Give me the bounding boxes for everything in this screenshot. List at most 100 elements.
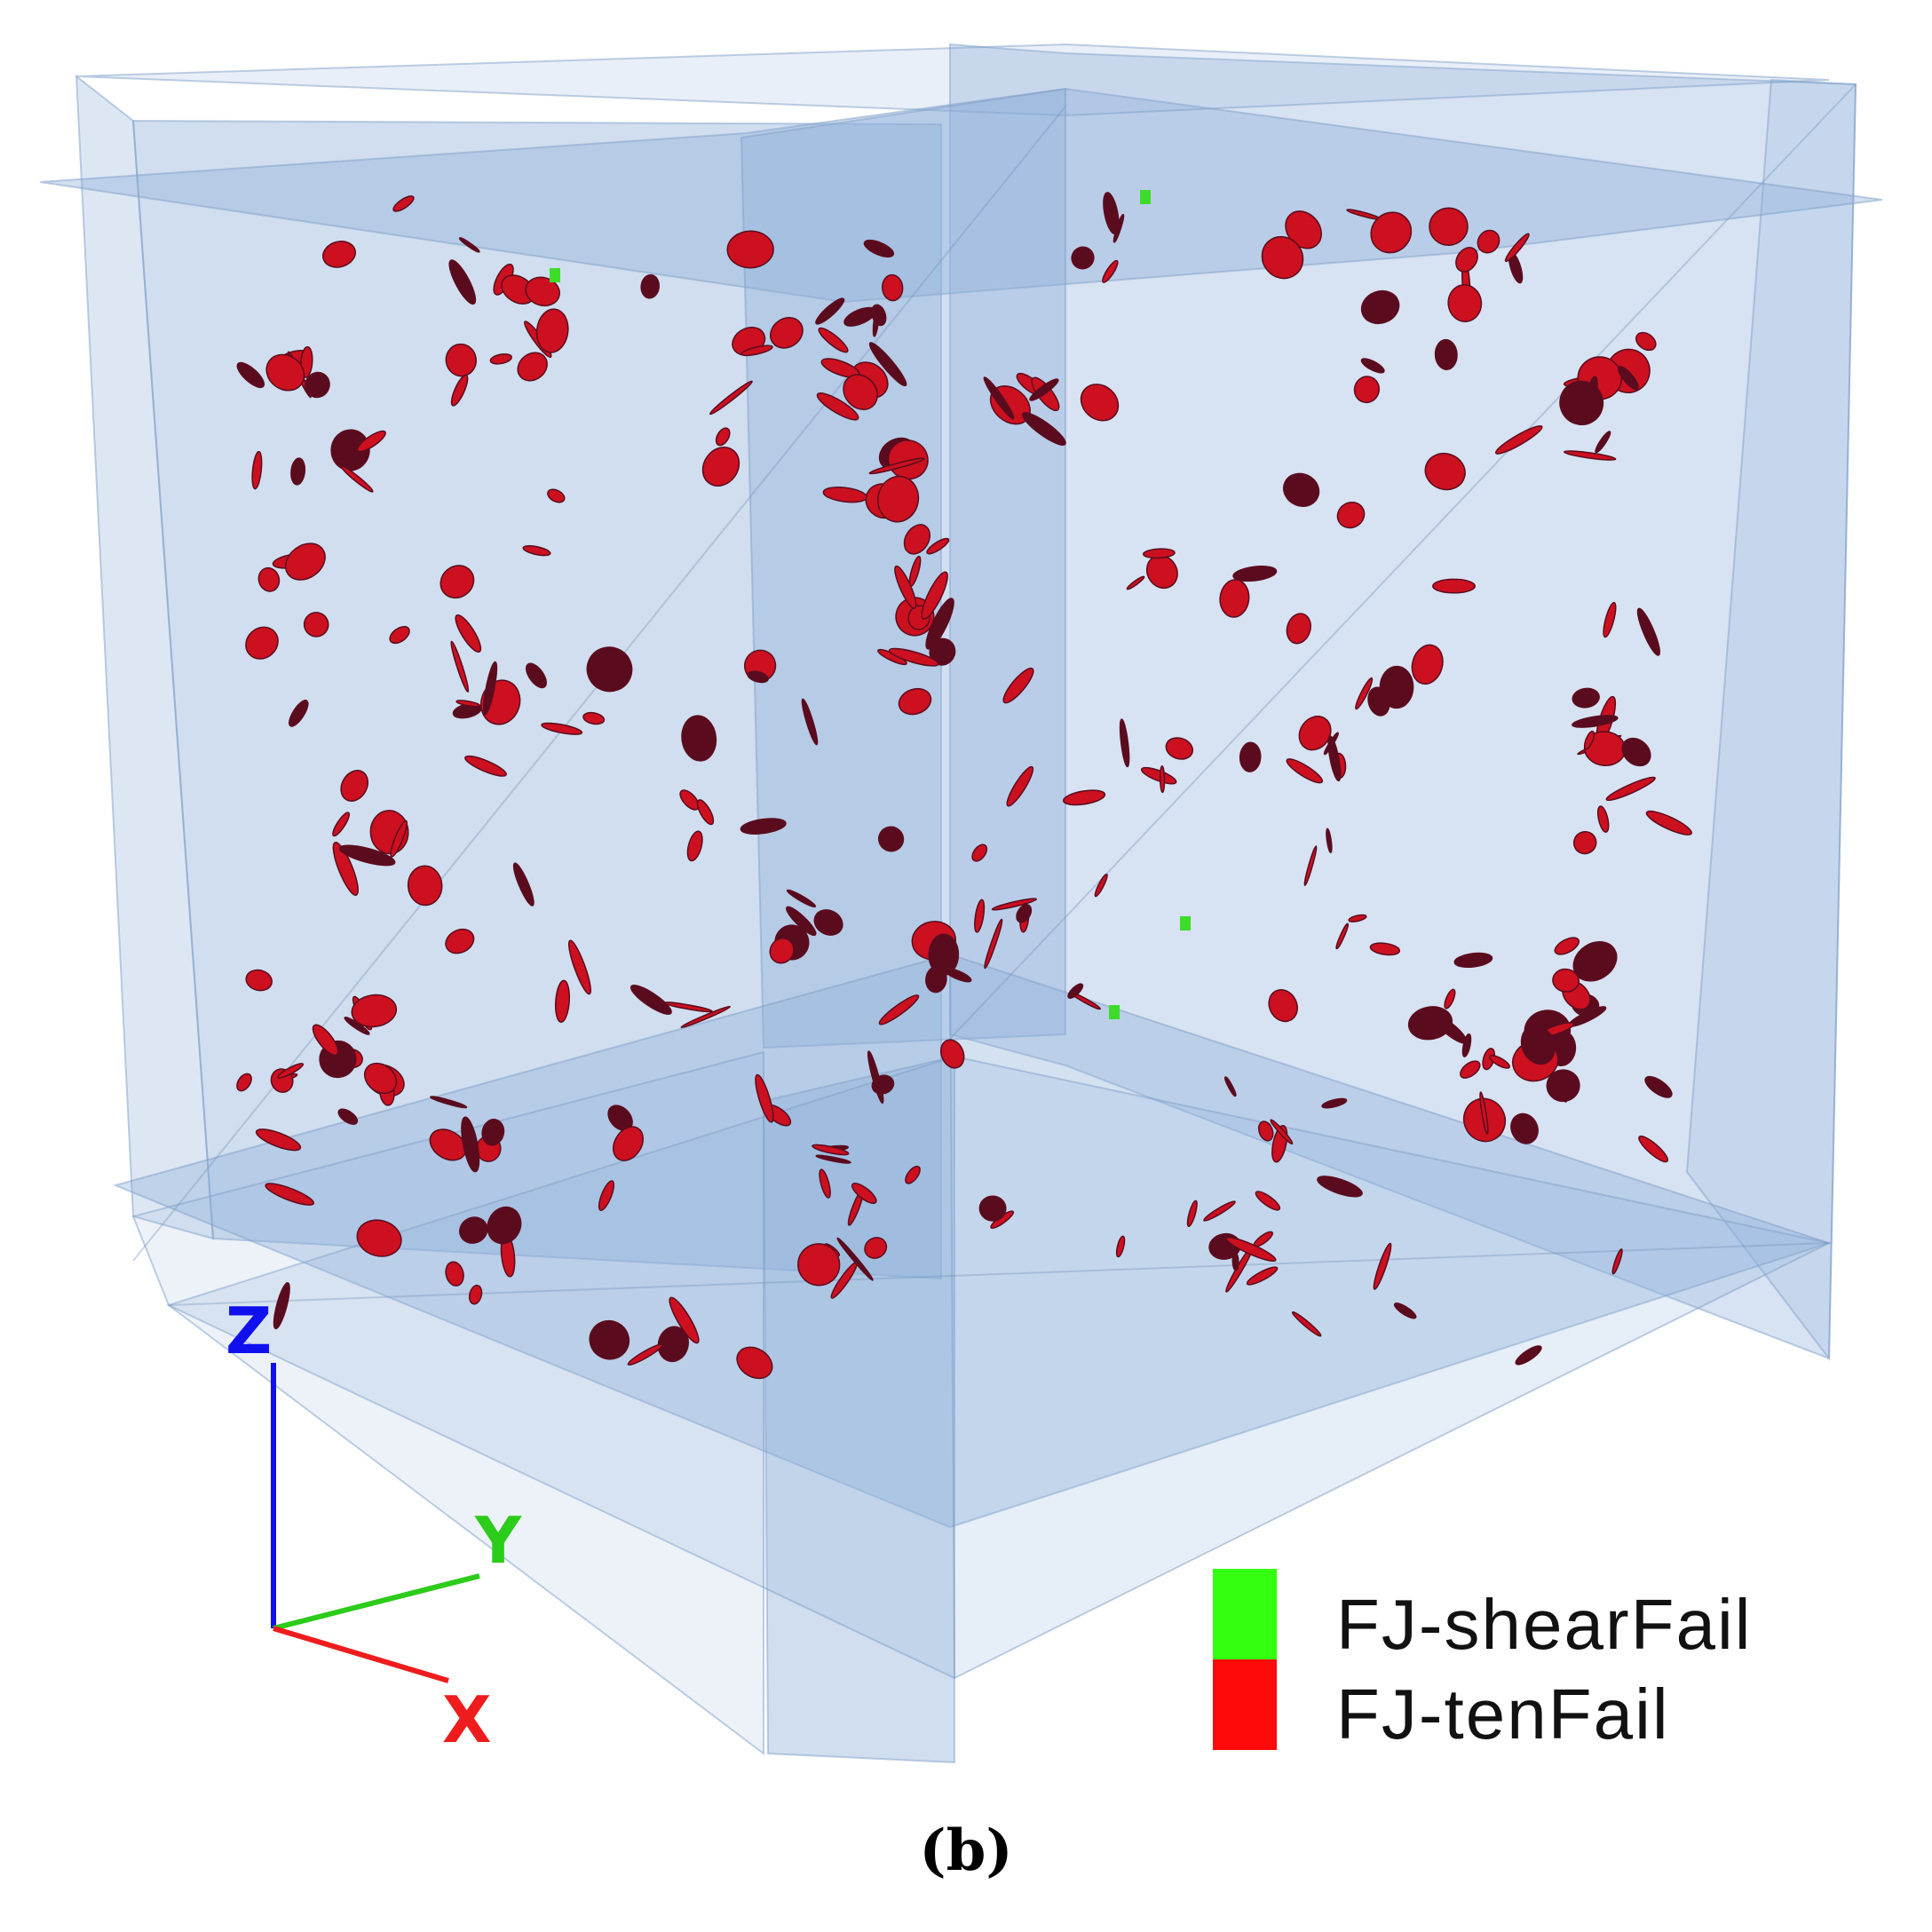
crack-particle	[1286, 758, 1324, 784]
crack-particle	[974, 899, 986, 933]
crack-particle	[1142, 548, 1176, 559]
crack-cloud	[236, 190, 1692, 1380]
crack-particle	[1393, 1303, 1417, 1319]
crack-particle	[1564, 1080, 1575, 1103]
crack-particle	[481, 1119, 505, 1146]
crack-particle	[669, 1296, 700, 1344]
crack-particle	[277, 1063, 305, 1079]
crack-particle	[1432, 578, 1476, 594]
crack-particle	[1605, 776, 1656, 802]
crack-particle	[878, 826, 905, 852]
crack-particle	[1453, 952, 1493, 969]
crack-particle	[554, 979, 571, 1023]
crack-particle	[1455, 247, 1478, 273]
crack-particle	[468, 1284, 483, 1305]
crack-particle	[1327, 735, 1342, 782]
cube-diagonal-2	[168, 1242, 1830, 1306]
shear-fail-mark	[550, 268, 560, 282]
crack-particle	[1360, 289, 1400, 325]
crack-particle	[1583, 730, 1595, 750]
crack-particle	[517, 352, 548, 382]
crack-particle	[686, 830, 703, 862]
crack-particle	[747, 670, 769, 684]
crack-particle	[925, 598, 954, 650]
crack-particle	[815, 1154, 851, 1164]
crack-particle	[332, 842, 359, 896]
crack-particle	[1515, 1345, 1542, 1366]
crack-particle	[894, 565, 917, 609]
crack-particle	[1006, 765, 1034, 807]
crack-particle	[1432, 1014, 1468, 1044]
crack-particle	[1094, 873, 1108, 898]
crack-particle	[1255, 1191, 1281, 1211]
crack-particle	[755, 1073, 774, 1123]
crack-particle	[1360, 358, 1385, 374]
crack-particle	[273, 1282, 290, 1330]
crack-particle	[925, 965, 947, 994]
crack-particle	[303, 612, 329, 637]
crack-particle	[337, 1108, 359, 1125]
crack-particle	[541, 722, 583, 735]
crack-particle	[1611, 1248, 1623, 1275]
crack-particle	[1336, 501, 1366, 529]
crack-particle	[797, 1243, 841, 1287]
crack-particle	[598, 1180, 615, 1211]
crack-particle	[1239, 741, 1262, 772]
crack-particle	[236, 361, 265, 389]
crack-particle	[680, 1005, 732, 1028]
crack-particle	[1298, 716, 1332, 751]
crack-particle	[681, 715, 717, 762]
crack-particle	[1303, 845, 1318, 886]
crack-particle	[445, 928, 475, 954]
crack-particle	[547, 488, 566, 503]
crack-particle	[322, 241, 356, 268]
crack-particle	[816, 392, 859, 421]
crack-particle	[461, 1116, 480, 1173]
legend-label-ten-fail: FJ-tenFail	[1336, 1675, 1670, 1754]
crack-particle	[458, 237, 480, 253]
crack-particle	[1119, 718, 1130, 768]
crack-particle	[1353, 376, 1381, 404]
crack-particle	[786, 889, 817, 908]
crack-particle	[1257, 1120, 1274, 1142]
crack-particle	[1016, 904, 1033, 923]
crack-particle	[1335, 922, 1350, 950]
crack-particle	[525, 276, 560, 307]
crack-particle	[1232, 566, 1278, 582]
legend-label-shear-fail: FJ-shearFail	[1336, 1585, 1753, 1664]
crack-particle	[640, 273, 660, 299]
crack-particle	[255, 1128, 302, 1152]
legend-swatch-shear-fail	[1213, 1569, 1277, 1659]
x-axis-label: X	[442, 1683, 492, 1757]
legend: FJ-shearFail FJ-tenFail	[1213, 1569, 1753, 1754]
crack-particle	[812, 1144, 850, 1156]
crack-particle	[236, 1073, 252, 1092]
crack-particle	[439, 565, 475, 599]
plane-left-wall-inner	[131, 119, 942, 1280]
crack-particle	[1411, 644, 1444, 685]
plane-right-side-wall	[1685, 78, 1857, 1361]
shear-fail-mark	[1140, 190, 1151, 204]
crack-particle	[429, 1128, 467, 1161]
crack-particle	[1603, 601, 1617, 638]
crack-particle	[1165, 737, 1194, 760]
crack-particle	[1348, 914, 1367, 922]
crack-particle	[289, 700, 309, 727]
crack-particle	[905, 1165, 921, 1184]
transparent-cube-planes	[39, 43, 1883, 1764]
crack-particle	[340, 465, 374, 493]
crack-particle	[882, 273, 904, 302]
crack-particle	[582, 711, 606, 725]
crack-particle	[1461, 1033, 1472, 1057]
crack-particle	[1460, 1060, 1481, 1079]
crack-particle	[1022, 412, 1066, 446]
crack-particle	[459, 1216, 488, 1244]
crack-particle	[1029, 378, 1059, 401]
crack-particle	[1291, 1310, 1322, 1337]
crack-particle	[1583, 376, 1598, 422]
crack-particle	[1379, 665, 1414, 709]
crack-particle	[1067, 983, 1084, 999]
crack-particle	[1572, 687, 1600, 709]
crack-particle	[464, 755, 507, 777]
crack-particle	[1282, 472, 1320, 507]
